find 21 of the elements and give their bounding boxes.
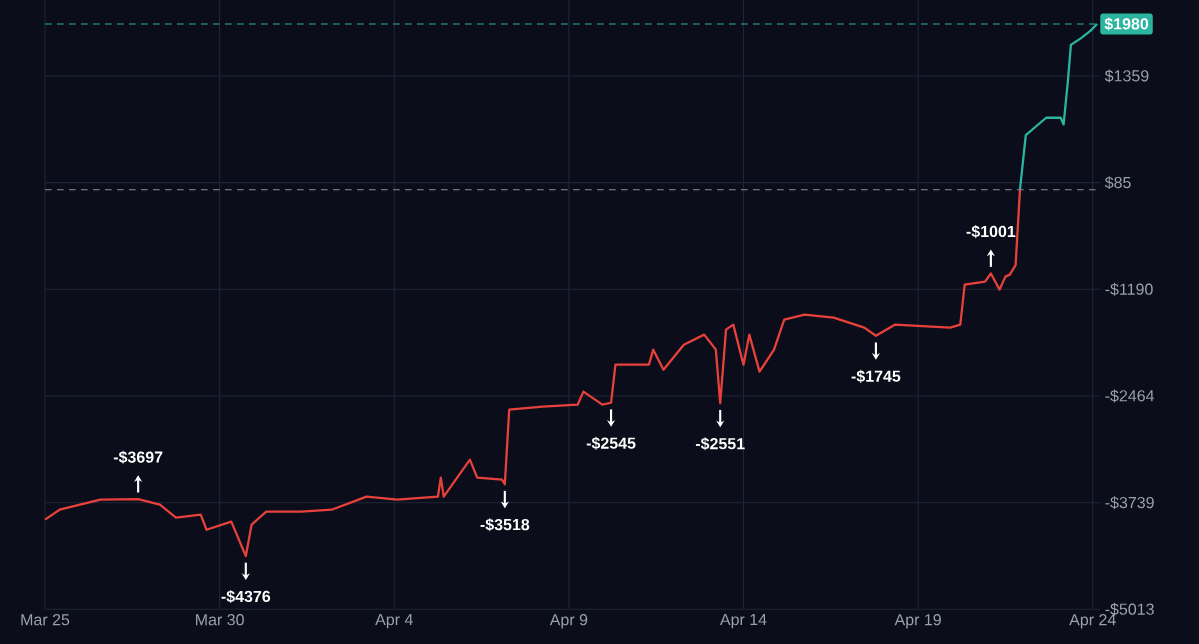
x-tick-label: Apr 19: [894, 613, 941, 629]
annotation: -$3697: [113, 450, 163, 464]
annotation: -$4376: [221, 589, 271, 603]
y-tick-label: -$1190: [1105, 282, 1153, 296]
x-tick-label: Mar 30: [196, 613, 244, 626]
annotation: -$1745: [851, 369, 901, 383]
y-tick-label: -$2464: [1105, 389, 1155, 403]
y-tick-label: $85: [1104, 175, 1131, 189]
y-tick-label: -$3739: [1105, 496, 1154, 509]
annotation: -$2551: [695, 437, 745, 451]
x-tick-label: Apr 4: [375, 613, 413, 629]
annotation: -$3518: [480, 518, 530, 532]
x-tick-label: Apr 24: [1069, 613, 1116, 629]
x-tick-label: Apr 9: [549, 613, 588, 629]
annotation: -$2545: [586, 436, 636, 450]
x-tick-label: Apr 14: [719, 613, 767, 629]
x-tick-label: Mar 25: [21, 613, 70, 626]
ref-line-label: $1980: [1104, 17, 1149, 31]
annotation: -$1001: [966, 224, 1016, 238]
y-tick-label: $1359: [1104, 69, 1149, 83]
y-tick-label: -$5013: [1105, 602, 1154, 616]
